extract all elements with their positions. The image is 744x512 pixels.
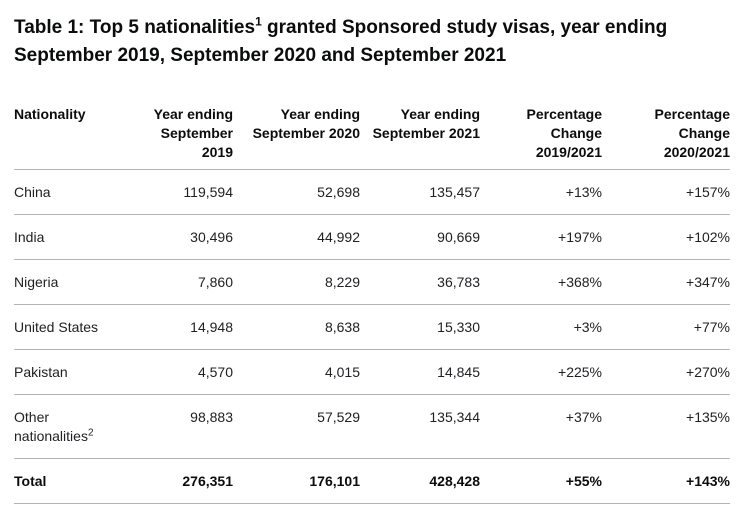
value-cell: 36,783 bbox=[360, 259, 480, 305]
value-cell: 90,669 bbox=[360, 214, 480, 260]
value-cell: +347% bbox=[602, 259, 730, 305]
nationality-cell: Nigeria bbox=[14, 259, 129, 305]
nationality-cell: Other nationalities2 bbox=[14, 394, 129, 459]
col-header-pct-change-2019-2021: Percentage Change 2019/2021 bbox=[480, 95, 602, 170]
value-cell: 7,860 bbox=[129, 259, 233, 305]
value-cell: 14,845 bbox=[360, 349, 480, 395]
value-cell: 8,638 bbox=[233, 304, 360, 350]
table-body: China 119,594 52,698 135,457 +13% +157% … bbox=[14, 169, 730, 504]
value-cell: 135,344 bbox=[360, 394, 480, 459]
table-title-text: Table 1: Top 5 nationalities bbox=[14, 17, 256, 38]
value-cell: 57,529 bbox=[233, 394, 360, 459]
value-cell: +37% bbox=[480, 394, 602, 459]
table-row-nigeria: Nigeria 7,860 8,229 36,783 +368% +347% bbox=[14, 259, 730, 305]
table-row-china: China 119,594 52,698 135,457 +13% +157% bbox=[14, 169, 730, 215]
nationality-cell: Pakistan bbox=[14, 349, 129, 395]
col-header-year-2019: Year ending September 2019 bbox=[129, 95, 233, 170]
total-value-cell: 276,351 bbox=[129, 458, 233, 504]
table-row-other-nationalities: Other nationalities2 98,883 57,529 135,3… bbox=[14, 394, 730, 459]
table-row-united-states: United States 14,948 8,638 15,330 +3% +7… bbox=[14, 304, 730, 350]
table-header: Nationality Year ending September 2019 Y… bbox=[14, 95, 730, 170]
visas-table: Nationality Year ending September 2019 Y… bbox=[14, 95, 730, 504]
value-cell: 119,594 bbox=[129, 169, 233, 215]
value-cell: +13% bbox=[480, 169, 602, 215]
value-cell: 8,229 bbox=[233, 259, 360, 305]
value-cell: 44,992 bbox=[233, 214, 360, 260]
value-cell: 30,496 bbox=[129, 214, 233, 260]
nationality-cell: India bbox=[14, 214, 129, 260]
total-value-cell: +55% bbox=[480, 458, 602, 504]
value-cell: 15,330 bbox=[360, 304, 480, 350]
total-label-cell: Total bbox=[14, 458, 129, 504]
value-cell: +270% bbox=[602, 349, 730, 395]
nationality-cell: China bbox=[14, 169, 129, 215]
table-row-total: Total 276,351 176,101 428,428 +55% +143% bbox=[14, 458, 730, 504]
value-cell: +225% bbox=[480, 349, 602, 395]
value-cell: +77% bbox=[602, 304, 730, 350]
value-cell: +102% bbox=[602, 214, 730, 260]
table-title-text-continued: granted Sponsored study visas, year endi… bbox=[14, 17, 668, 66]
value-cell: 98,883 bbox=[129, 394, 233, 459]
table-row-india: India 30,496 44,992 90,669 +197% +102% bbox=[14, 214, 730, 260]
row-footnote-marker: 2 bbox=[87, 427, 94, 439]
table-title: Table 1: Top 5 nationalities1 granted Sp… bbox=[14, 14, 730, 70]
table-row-pakistan: Pakistan 4,570 4,015 14,845 +225% +270% bbox=[14, 349, 730, 395]
total-value-cell: +143% bbox=[602, 458, 730, 504]
value-cell: 4,015 bbox=[233, 349, 360, 395]
col-header-nationality: Nationality bbox=[14, 95, 129, 170]
value-cell: +368% bbox=[480, 259, 602, 305]
title-footnote-marker: 1 bbox=[255, 14, 262, 29]
value-cell: +135% bbox=[602, 394, 730, 459]
value-cell: +197% bbox=[480, 214, 602, 260]
value-cell: 14,948 bbox=[129, 304, 233, 350]
value-cell: +3% bbox=[480, 304, 602, 350]
value-cell: 52,698 bbox=[233, 169, 360, 215]
nationality-label: Other nationalities bbox=[14, 409, 88, 444]
value-cell: 4,570 bbox=[129, 349, 233, 395]
total-value-cell: 428,428 bbox=[360, 458, 480, 504]
value-cell: +157% bbox=[602, 169, 730, 215]
col-header-pct-change-2020-2021: Percentage Change 2020/2021 bbox=[602, 95, 730, 170]
col-header-year-2021: Year ending September 2021 bbox=[360, 95, 480, 170]
header-row: Nationality Year ending September 2019 Y… bbox=[14, 95, 730, 170]
value-cell: 135,457 bbox=[360, 169, 480, 215]
col-header-year-2020: Year ending September 2020 bbox=[233, 95, 360, 170]
total-value-cell: 176,101 bbox=[233, 458, 360, 504]
nationality-cell: United States bbox=[14, 304, 129, 350]
